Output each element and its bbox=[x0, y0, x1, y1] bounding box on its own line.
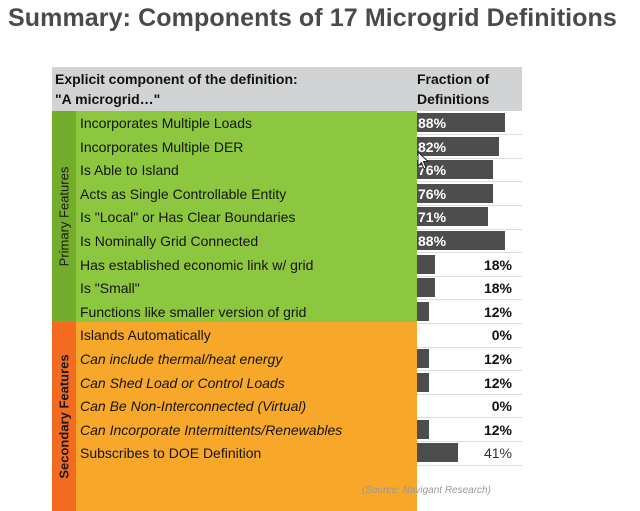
row-label: Is Nominally Grid Connected bbox=[80, 233, 259, 249]
row-percentage: 82% bbox=[418, 138, 447, 155]
row-percentage: 88% bbox=[418, 115, 447, 131]
row-label: Is "Small" bbox=[80, 280, 140, 297]
table-row: Incorporates Multiple DER 82% bbox=[52, 135, 522, 159]
fraction-bar bbox=[417, 419, 429, 439]
row-divider bbox=[417, 299, 522, 301]
fraction-bar bbox=[417, 183, 493, 203]
row-percentage: 18% bbox=[483, 280, 512, 297]
header-component-line2: "A microgrid…" bbox=[55, 91, 161, 107]
table-header: Explicit component of the definition: "A… bbox=[52, 67, 522, 111]
table-row: Can Shed Load or Control Loads 12% bbox=[52, 371, 522, 395]
row-label: Islands Automatically bbox=[80, 327, 211, 344]
row-divider bbox=[417, 157, 522, 159]
row-percentage: 0% bbox=[491, 327, 512, 344]
secondary-features-band bbox=[52, 322, 417, 511]
table-row: Subscribes to DOE Definition 41% bbox=[52, 441, 522, 465]
table-row: Can Be Non-Interconnected (Virtual) 0% bbox=[52, 394, 522, 418]
row-divider bbox=[417, 393, 522, 395]
table-row: Is Able to Island 76% bbox=[52, 158, 522, 182]
row-percentage: 41% bbox=[483, 445, 512, 462]
table-row: Is "Small" 18% bbox=[52, 276, 522, 300]
table-row: Can include thermal/heat energy 12% bbox=[52, 347, 522, 371]
fraction-bar bbox=[417, 372, 429, 392]
row-percentage: 12% bbox=[483, 303, 512, 320]
fraction-bar bbox=[417, 113, 505, 132]
row-percentage: 12% bbox=[483, 351, 512, 367]
row-percentage: 12% bbox=[483, 374, 512, 391]
row-percentage: 18% bbox=[483, 256, 512, 273]
table-row: Can Incorporate Intermittents/Renewables… bbox=[52, 418, 522, 442]
header-component-line1: Explicit component of the definition: bbox=[55, 71, 298, 87]
primary-features-group-label: Primary Features bbox=[52, 111, 76, 322]
row-percentage: 0% bbox=[491, 398, 512, 415]
table-row: Functions like smaller version of grid 12… bbox=[52, 300, 522, 324]
row-label: Can Shed Load or Control Loads bbox=[80, 374, 285, 391]
row-label: Is "Local" or Has Clear Boundaries bbox=[80, 209, 296, 226]
header-fraction-label: Fraction of Definitions bbox=[417, 69, 489, 109]
fraction-bar bbox=[417, 301, 429, 321]
row-divider bbox=[417, 134, 522, 136]
table-row: Is Nominally Grid Connected 88% bbox=[52, 229, 522, 253]
row-divider bbox=[417, 228, 522, 230]
row-label: Acts as Single Controllable Entity bbox=[80, 185, 287, 202]
fraction-bar bbox=[417, 254, 435, 274]
table-row: Acts as Single Controllable Entity 76% bbox=[52, 182, 522, 206]
row-divider bbox=[417, 252, 522, 254]
row-divider bbox=[417, 440, 522, 442]
header-component-label: Explicit component of the definition: "A… bbox=[55, 69, 298, 109]
row-label: Can Incorporate Intermittents/Renewables bbox=[80, 421, 343, 438]
fraction-bar bbox=[417, 160, 493, 180]
header-fraction-line2: Definitions bbox=[417, 91, 490, 107]
row-percentage: 12% bbox=[483, 421, 512, 438]
row-divider bbox=[417, 275, 522, 277]
row-label: Incorporates Multiple DER bbox=[80, 138, 244, 155]
fraction-bar bbox=[417, 349, 429, 368]
primary-features-band bbox=[52, 111, 417, 322]
row-label: Has established economic link w/ grid bbox=[80, 256, 314, 273]
row-divider bbox=[417, 322, 522, 324]
header-fraction-line1: Fraction of bbox=[417, 71, 490, 87]
table-row: Incorporates Multiple Loads 88% bbox=[52, 111, 522, 135]
row-percentage: 76% bbox=[418, 185, 447, 202]
fraction-bar bbox=[417, 207, 488, 227]
row-divider bbox=[417, 181, 522, 183]
row-label: Is Able to Island bbox=[80, 162, 179, 179]
row-percentage: 71% bbox=[418, 209, 447, 226]
table-row: Islands Automatically 0% bbox=[52, 323, 522, 347]
table-row: Is "Local" or Has Clear Boundaries 71% bbox=[52, 205, 522, 229]
row-divider bbox=[417, 417, 522, 419]
row-percentage: 88% bbox=[418, 233, 447, 249]
source-note: (Source: Navigant Research) bbox=[362, 485, 491, 496]
row-divider bbox=[417, 464, 522, 466]
slide-title: Summary: Components of 17 Microgrid Defi… bbox=[8, 4, 617, 32]
row-label: Functions like smaller version of grid bbox=[80, 303, 307, 320]
table-row: Has established economic link w/ grid 18% bbox=[52, 253, 522, 277]
row-divider bbox=[417, 346, 522, 348]
row-label: Incorporates Multiple Loads bbox=[80, 115, 252, 131]
fraction-bar bbox=[417, 443, 458, 463]
secondary-features-group-label: Secondary Features bbox=[52, 322, 76, 511]
fraction-bar bbox=[417, 278, 435, 298]
row-label: Can Be Non-Interconnected (Virtual) bbox=[80, 398, 307, 415]
mouse-pointer-icon bbox=[417, 151, 430, 170]
row-label: Can include thermal/heat energy bbox=[80, 351, 283, 367]
fraction-bar bbox=[417, 136, 499, 156]
row-label: Subscribes to DOE Definition bbox=[80, 445, 262, 462]
row-divider bbox=[417, 204, 522, 206]
row-divider bbox=[417, 370, 522, 372]
fraction-bar bbox=[417, 231, 505, 250]
